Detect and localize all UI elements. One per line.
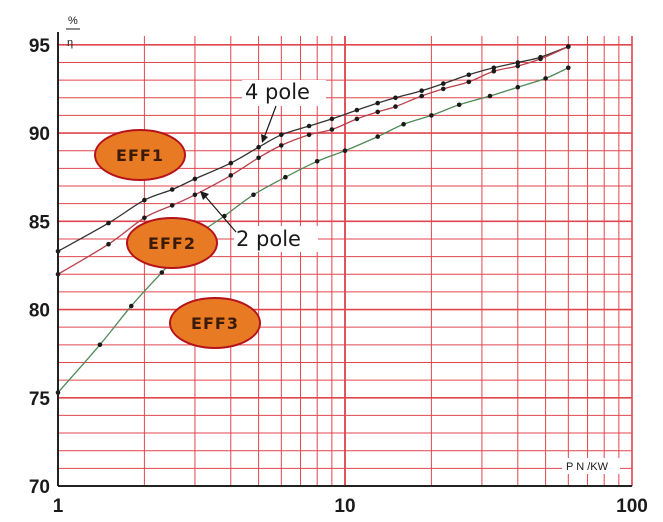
series-eff3-limit-point (401, 121, 406, 127)
series-2-pole-point (515, 63, 521, 69)
y-unit-percent: % (68, 15, 78, 27)
badge-eff2-text: EFF2 (148, 234, 196, 253)
series-2-pole-point (142, 215, 147, 221)
badge-eff1-text: EFF1 (116, 146, 164, 165)
series-eff3-limit-point (375, 134, 381, 139)
badge-eff2: EFF2 (126, 217, 218, 269)
series-2-pole-point (192, 192, 198, 198)
series-2-pole-point (441, 86, 446, 92)
series-eff3-limit-point (129, 303, 134, 309)
series-4-pole-point (354, 107, 360, 113)
series-2-pole-point (306, 132, 312, 138)
series-4-pole-point (466, 72, 472, 78)
series-eff3-limit-point (97, 342, 103, 348)
series-4-pole-point (375, 100, 381, 106)
y-tick-label: 70 (29, 477, 50, 498)
annotation-2-pole-arrowhead (200, 191, 209, 200)
series-eff3-limit-point (566, 65, 571, 71)
series-eff3-limit-point (159, 270, 165, 275)
series-4-pole-point (279, 132, 284, 138)
series-eff3-limit-point (342, 148, 348, 153)
annotation-4-pole: 4 pole (245, 80, 310, 104)
series-eff3-limit-point (429, 113, 434, 118)
series-2-pole-point (466, 79, 472, 85)
series-2-pole-point (228, 173, 234, 178)
tick-labels: 70 75 80 85 90 95 1 10 100 (29, 36, 648, 517)
badge-eff1: EFF1 (94, 129, 186, 181)
y-tick-label: 80 (29, 301, 50, 322)
series-eff3-limit-point (515, 84, 521, 90)
annotation-4-pole-arrowhead (261, 134, 268, 143)
annotation-2-pole: 2 pole (236, 227, 301, 251)
series-4-pole-point (329, 116, 335, 122)
annotation-2-pole-arrow (204, 195, 237, 233)
series-2-pole-point (106, 241, 111, 247)
series-4-pole-point (142, 197, 147, 203)
series-4-pole-point (441, 81, 446, 86)
efficiency-class-badges: EFF1 EFF2 EFF3 (94, 129, 261, 349)
y-tick-label: 75 (29, 389, 51, 410)
series-4-pole-point (491, 65, 497, 71)
axes (57, 32, 632, 487)
series-4-pole-point (256, 144, 261, 150)
series-4-pole-point (515, 60, 521, 65)
series-4-pole-point (419, 88, 425, 93)
series-eff3-limit-point (543, 76, 548, 81)
annotations: 4 pole 2 pole (200, 80, 326, 252)
y-tick-label: 90 (29, 124, 50, 145)
series-4-pole-point (106, 220, 111, 226)
series-4-pole-point (228, 160, 234, 166)
series-2-pole-point (375, 109, 381, 115)
badge-eff3: EFF3 (169, 297, 261, 349)
series-4-pole-point (169, 187, 175, 192)
series-eff3-limit-line (57, 67, 569, 393)
series-4-pole-point (393, 95, 398, 101)
x-tick-label: 100 (616, 496, 648, 517)
series-4-pole-point (306, 123, 312, 129)
series-eff3-limit-point (283, 174, 288, 180)
series-2-pole-point (354, 116, 360, 122)
series-eff3-limit-point (251, 192, 256, 198)
series-2-pole-point (393, 104, 398, 109)
series-2-pole-point (491, 69, 497, 74)
x-axis-title-text: P N /KW (566, 461, 609, 473)
series-eff3-limit-point (487, 93, 493, 99)
series-4-pole-point (192, 176, 198, 182)
series-2-pole-point (538, 56, 543, 62)
series-2-pole-point (256, 155, 261, 161)
y-tick-label: 85 (29, 212, 51, 233)
x-axis-title: P N /KW (562, 458, 620, 474)
y-tick-label: 95 (29, 36, 51, 57)
series-2-pole-point (566, 44, 571, 49)
x-tick-label: 1 (53, 496, 64, 517)
x-tick-label: 10 (334, 496, 355, 517)
series-2-pole-point (169, 203, 175, 208)
series-2-pole-point (329, 127, 335, 132)
annotation-4-pole-arrow (263, 105, 277, 139)
badge-eff3-text: EFF3 (191, 314, 239, 333)
series-2-pole-point (419, 93, 425, 99)
series-eff3-limit-point (314, 159, 320, 164)
series-2-pole-point (279, 143, 284, 148)
y-unit-eta: η (67, 37, 73, 49)
series-eff3-limit-point (456, 102, 462, 108)
grid (57, 36, 633, 487)
